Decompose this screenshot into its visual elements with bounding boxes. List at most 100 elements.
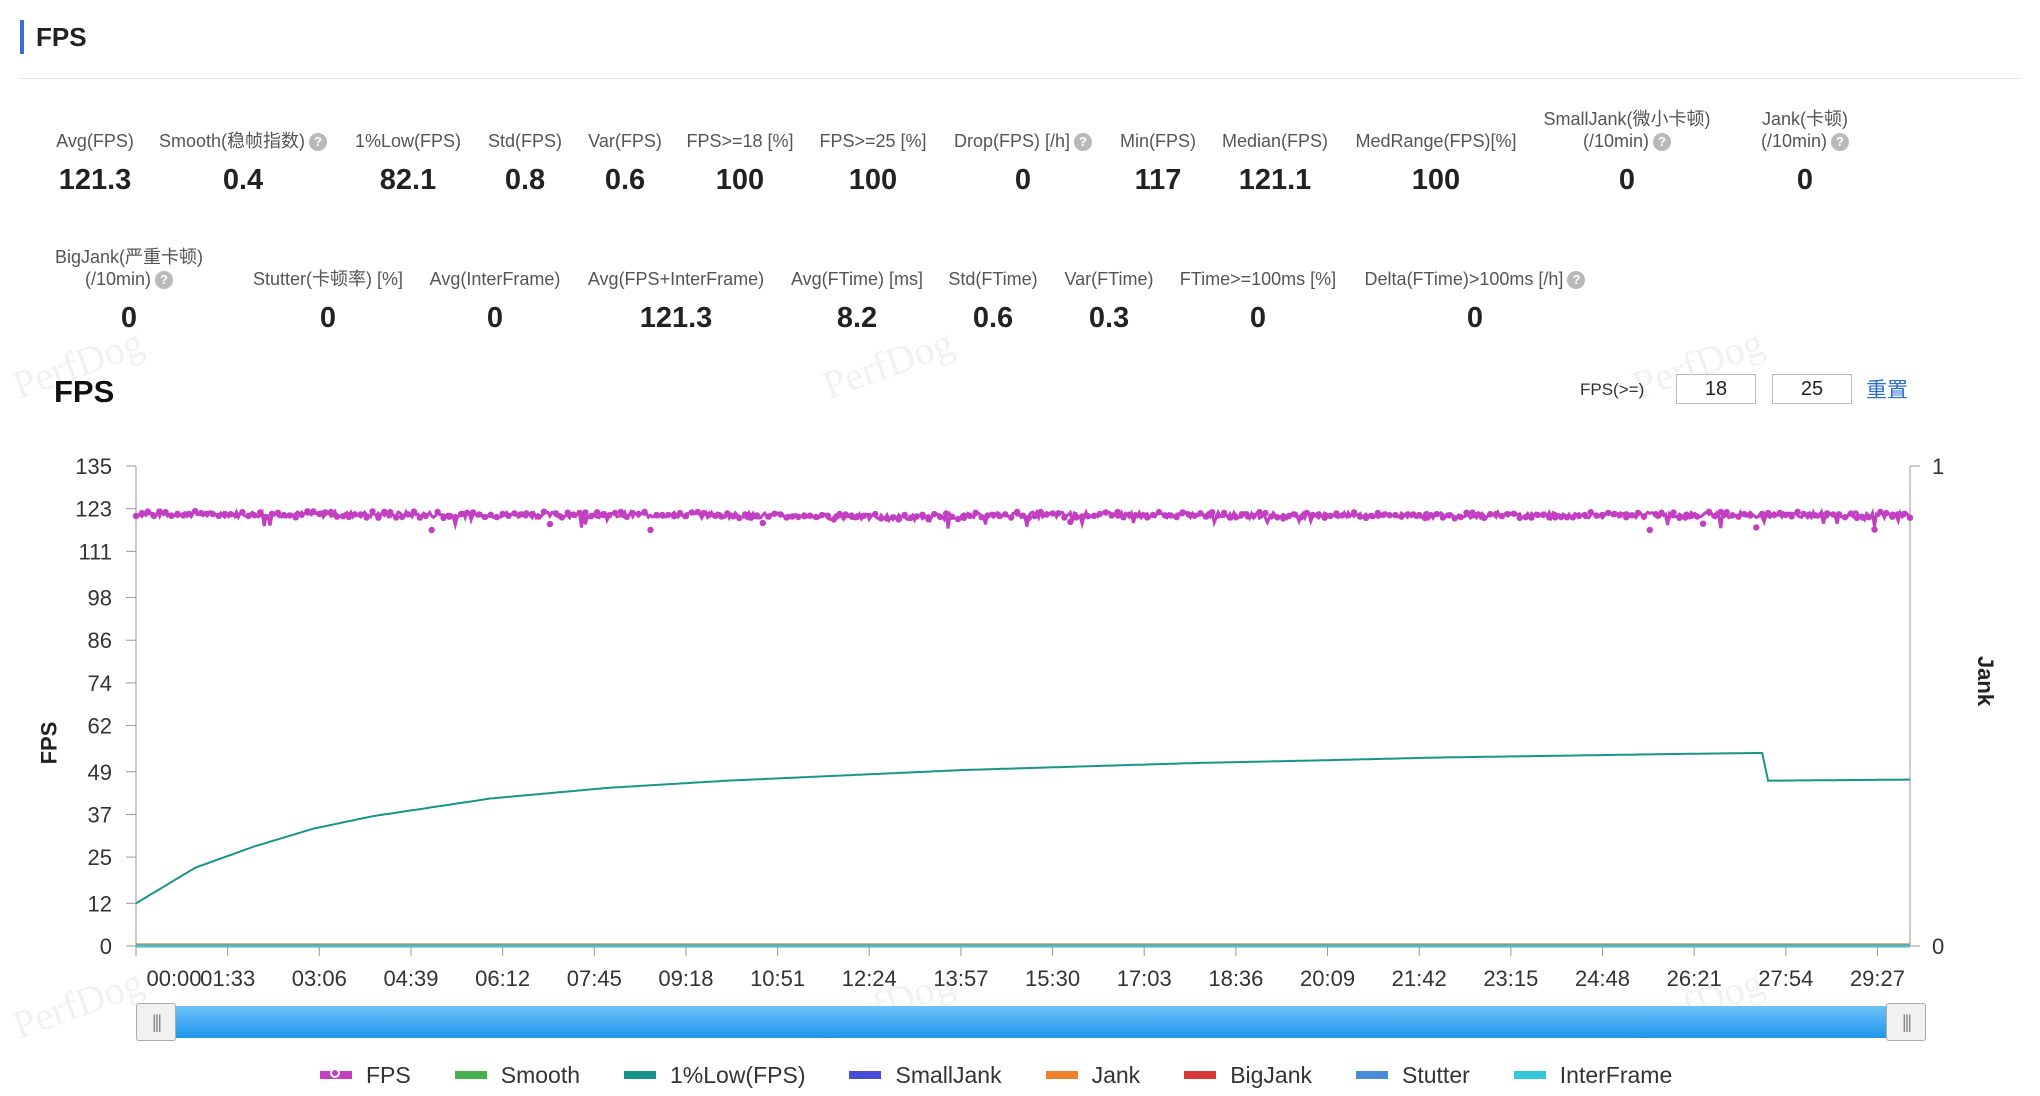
reset-button[interactable]: 重置 (1866, 379, 1908, 402)
fps-point (588, 512, 595, 520)
fps-point (1711, 512, 1719, 519)
fps-point (1475, 511, 1482, 518)
fps-point (1250, 512, 1257, 520)
fps-point (1096, 510, 1104, 518)
x-tick-label: 15:30 (1025, 966, 1080, 991)
fps-point (1723, 509, 1730, 516)
fps-point (600, 511, 607, 519)
metric-value: 0.6 (604, 164, 646, 196)
slider-handle-right[interactable]: ||| (1886, 1003, 1926, 1041)
metric-var-ftime: Var(FTime) 0.3 (959, 268, 1259, 335)
fps-point (1699, 520, 1707, 527)
fps-point (1037, 508, 1044, 516)
legend-item-bigjank[interactable]: BigJank (1184, 1060, 1312, 1090)
legend-item-1-low-fps-[interactable]: 1%Low(FPS) (624, 1060, 805, 1090)
legend-swatch (1513, 1071, 1546, 1079)
fps-point (268, 510, 276, 517)
legend-item-stutter[interactable]: Stutter (1356, 1060, 1470, 1090)
fps-point (931, 510, 938, 518)
legend-swatch (849, 1071, 882, 1079)
fps-point (1481, 514, 1488, 522)
fps-point (1770, 511, 1778, 518)
fps-point (398, 513, 406, 520)
fps-point (1818, 511, 1825, 518)
metric-value: 100 (1411, 164, 1461, 196)
fps-point (286, 512, 293, 519)
fps-point (434, 508, 441, 516)
legend-item-fps[interactable]: FPS (320, 1060, 411, 1090)
fps-point (505, 512, 512, 519)
legend-item-smalljank[interactable]: SmallJank (849, 1060, 1002, 1090)
x-tick-label: 23:15 (1483, 966, 1538, 991)
fps-point (1161, 512, 1169, 519)
time-range-slider[interactable] (136, 1006, 1910, 1038)
metric-medrange-fps: MedRange(FPS)[%] 100 (1286, 130, 1586, 197)
metric-label: FPS>=25 [%] (819, 131, 927, 151)
fps-threshold-input-1[interactable] (1676, 374, 1756, 404)
help-icon[interactable]: ? (1074, 133, 1093, 152)
fps-point (907, 514, 914, 521)
help-icon[interactable]: ? (309, 133, 328, 152)
fps-point (239, 509, 246, 516)
fps-point (144, 508, 151, 515)
legend-swatch (320, 1068, 352, 1079)
legend-label: BigJank (1230, 1061, 1313, 1088)
metric-std-ftime: Std(FTime) 0.6 (843, 268, 1143, 335)
fps-point (174, 510, 181, 518)
fps-point (966, 512, 973, 519)
fps-point (623, 513, 630, 520)
fps-point (1611, 510, 1618, 518)
fps-point (789, 513, 796, 520)
metric-median-fps: Median(FPS) 121.1 (1125, 130, 1425, 197)
fps-point (499, 510, 506, 518)
metric-drop-fps-h: Drop(FPS) [/h]? 0 (873, 130, 1173, 197)
fps-point (1345, 512, 1352, 519)
legend-label: Jank (1091, 1061, 1141, 1088)
help-icon[interactable]: ? (1831, 133, 1849, 152)
metric-var-fps: Var(FPS) 0.6 (475, 130, 775, 197)
series-fps-markers (132, 507, 1914, 534)
fps-point (357, 511, 364, 518)
y2-tick-label: 1 (1932, 454, 1944, 479)
metric-jank: Jank(卡顿) (/10min)? 0 (1655, 108, 1955, 197)
legend-item-jank[interactable]: Jank (1045, 1060, 1141, 1090)
metric-std-fps: Std(FPS) 0.8 (375, 130, 675, 197)
metric-value: 0 (1618, 164, 1636, 196)
fps-point (156, 508, 163, 515)
fps-point (848, 512, 855, 519)
fps-point (706, 511, 713, 518)
legend-label: FPS (366, 1061, 411, 1088)
fps-point (1552, 514, 1559, 521)
fps-point (1806, 511, 1813, 518)
x-tick-label: 07:45 (567, 966, 622, 991)
fps-point (1144, 514, 1151, 521)
y-tick-label: 86 (88, 628, 112, 653)
fps-point (511, 510, 518, 517)
fps-point (712, 512, 719, 519)
metric-smooth: Smooth(稳帧指数)? 0.4 (93, 130, 393, 197)
x-tick-label: 01:33 (200, 966, 255, 991)
fps-threshold-label: FPS(>=) (1580, 380, 1645, 399)
fps-point (1209, 509, 1216, 516)
y-tick-label: 123 (75, 497, 112, 522)
fps-point (1841, 514, 1849, 521)
help-icon[interactable]: ? (1653, 133, 1671, 152)
legend-item-smooth[interactable]: Smooth (454, 1060, 580, 1090)
metric-label: FPS>=18 [%] (686, 131, 794, 151)
fps-point (280, 511, 287, 519)
fps-point (369, 508, 376, 515)
fps-point (1646, 526, 1654, 534)
chart-legend: FPS Smooth 1%Low(FPS) SmallJank Jank BigJank S… (320, 1060, 1672, 1090)
fps-point (1149, 511, 1157, 519)
metric-value: 8.2 (836, 302, 878, 334)
section-title: FPS (20, 20, 87, 54)
slider-handle-left[interactable]: ||| (136, 1003, 176, 1041)
fps-threshold-input-2[interactable] (1772, 374, 1852, 404)
help-icon[interactable]: ? (1567, 271, 1586, 290)
metric-avg-fps-interframe: Avg(FPS+InterFrame) 121.3 (526, 268, 826, 335)
legend-item-interframe[interactable]: InterFrame (1513, 1060, 1672, 1090)
fps-point (801, 512, 808, 519)
fps-point (1339, 512, 1346, 519)
fps-point (1824, 510, 1831, 517)
help-icon[interactable]: ? (155, 271, 173, 290)
